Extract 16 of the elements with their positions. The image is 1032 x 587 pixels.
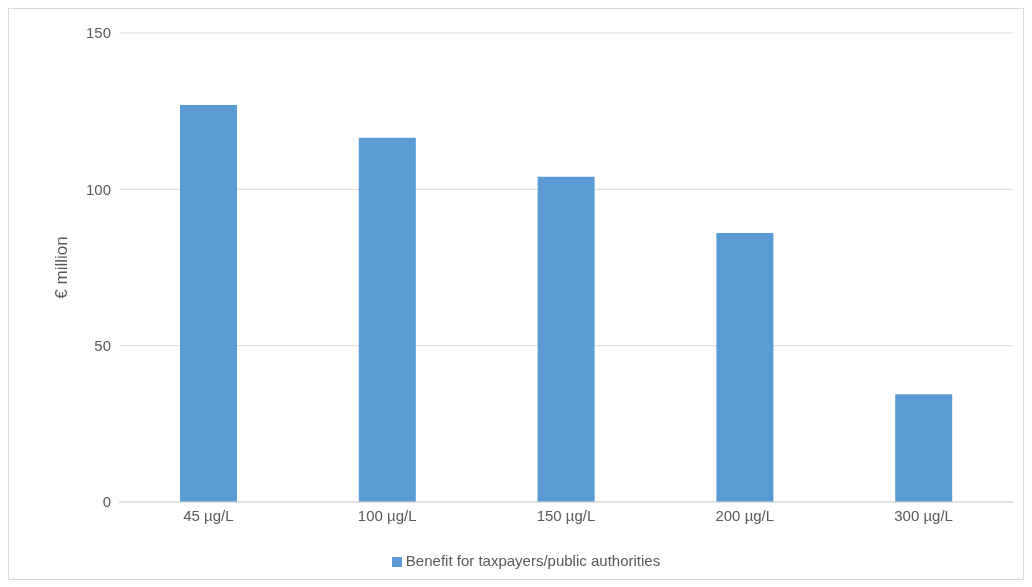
x-tick-label: 300 µg/L — [894, 506, 953, 524]
bar — [180, 104, 237, 502]
bar — [895, 394, 953, 502]
legend-label: Benefit for taxpayers/public authorities — [405, 552, 661, 569]
y-tick-label: 100 — [85, 180, 111, 198]
x-tick-label: 100 µg/L — [357, 506, 417, 524]
x-tick-label: 150 µg/L — [536, 506, 596, 524]
x-tick-label: 200 µg/L — [715, 506, 775, 524]
y-tick-label: 50 — [94, 336, 111, 354]
bar — [537, 176, 595, 502]
y-axis-title: € million — [52, 236, 72, 299]
y-tick-label: 0 — [102, 493, 111, 511]
bar — [358, 137, 416, 502]
bar — [716, 233, 774, 502]
x-tick-label: 45 µg/L — [183, 506, 234, 524]
y-tick-label: 150 — [85, 24, 111, 42]
